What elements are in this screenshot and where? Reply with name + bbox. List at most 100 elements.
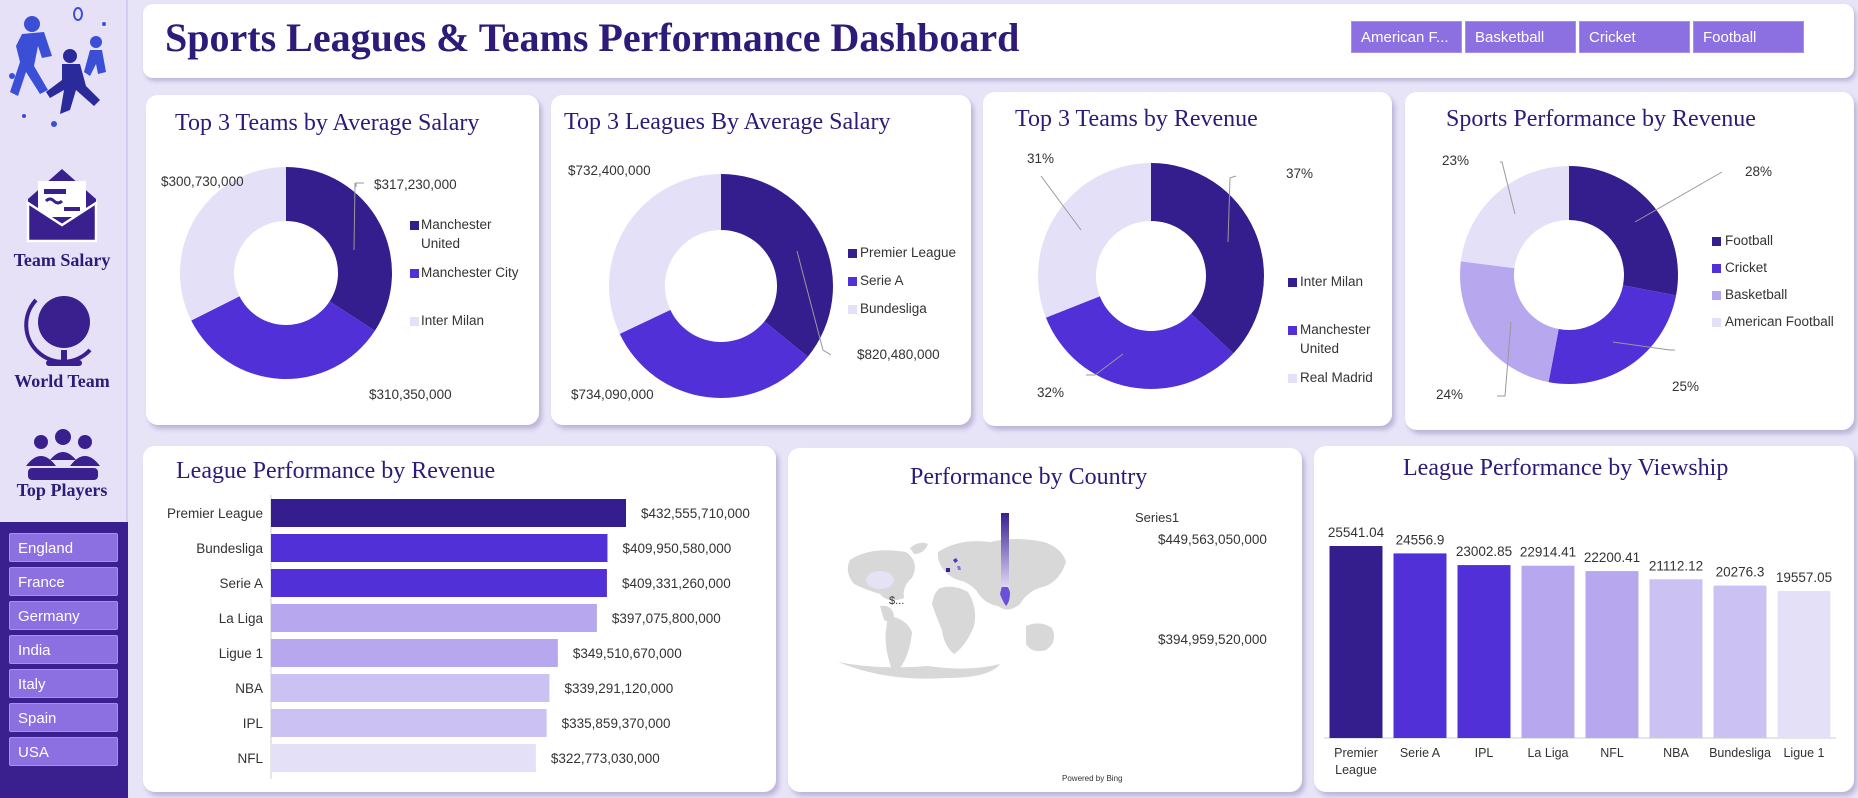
country-slicer-germany[interactable]: Germany bbox=[9, 601, 118, 630]
page-title: Sports Leagues & Teams Performance Dashb… bbox=[165, 15, 1020, 60]
sport-button-basketball[interactable]: Basketball bbox=[1465, 21, 1576, 53]
donut-slice[interactable] bbox=[1151, 163, 1264, 354]
nav-world-team[interactable]: World Team bbox=[14, 371, 110, 391]
category-label: La Liga bbox=[1527, 746, 1568, 760]
legend-swatch bbox=[1712, 318, 1721, 327]
country-slicer-england[interactable]: England bbox=[9, 533, 118, 562]
bar[interactable] bbox=[271, 639, 558, 667]
sport-button-american-football[interactable]: American F... bbox=[1351, 21, 1462, 53]
leader-lines bbox=[353, 182, 364, 251]
category-label: Premier League bbox=[167, 506, 263, 521]
data-label: $310,350,000 bbox=[369, 387, 452, 402]
map-scale-min: $394,959,520,000 bbox=[1158, 632, 1267, 647]
chart-title: Top 3 Teams by Average Salary bbox=[175, 110, 480, 136]
legend-swatch bbox=[410, 269, 419, 278]
envelope-icon[interactable] bbox=[22, 163, 102, 243]
legend-item[interactable]: Basketball bbox=[1725, 287, 1788, 302]
donut-chart-team-revenue bbox=[1038, 163, 1264, 390]
donut-slice[interactable] bbox=[1460, 166, 1569, 269]
legend-item[interactable]: Real Madrid bbox=[1300, 370, 1373, 385]
legend-item[interactable]: Premier League bbox=[860, 245, 957, 260]
category-label: IPL bbox=[1475, 746, 1494, 760]
data-label: 24556.9 bbox=[1396, 532, 1445, 547]
chart-card-league-revenue: League Performance by Revenue Premier Le… bbox=[143, 446, 776, 792]
legend-item[interactable]: Inter Milan bbox=[1300, 274, 1364, 289]
bar[interactable] bbox=[271, 674, 550, 702]
data-label: 28% bbox=[1745, 164, 1773, 179]
data-label: 25541.04 bbox=[1328, 525, 1385, 540]
legend-swatch bbox=[1288, 278, 1297, 287]
bar[interactable] bbox=[271, 569, 607, 597]
legend-item[interactable]: Manchester City bbox=[421, 265, 519, 280]
donut-chart-team-salary bbox=[179, 167, 392, 379]
category-label: Serie A bbox=[219, 576, 263, 591]
bar[interactable] bbox=[1329, 546, 1383, 738]
bar[interactable] bbox=[1585, 571, 1639, 738]
bar[interactable] bbox=[1521, 565, 1575, 738]
world-map[interactable] bbox=[788, 448, 1302, 792]
country-slicer-india[interactable]: India bbox=[9, 635, 118, 664]
legend-item[interactable]: Serie A bbox=[860, 273, 904, 288]
globe-icon[interactable] bbox=[24, 288, 100, 368]
category-label: La Liga bbox=[219, 611, 264, 626]
legend-item[interactable]: Bundesliga bbox=[860, 301, 927, 316]
donut-slice[interactable] bbox=[1548, 285, 1677, 384]
data-label: $409,331,260,000 bbox=[622, 576, 731, 591]
country-slicer-usa[interactable]: USA bbox=[9, 737, 118, 766]
leader-lines bbox=[796, 250, 832, 356]
bar[interactable] bbox=[271, 604, 597, 632]
nav-team-salary[interactable]: Team Salary bbox=[13, 250, 111, 270]
chart-card-country-map: Performance by Country $... Series1 $449… bbox=[788, 448, 1302, 792]
bar[interactable] bbox=[1457, 565, 1511, 738]
legend-item[interactable]: Manchester United bbox=[421, 217, 492, 251]
bar[interactable] bbox=[1393, 553, 1447, 738]
country-slicer-spain[interactable]: Spain bbox=[9, 703, 118, 732]
bar[interactable] bbox=[271, 744, 536, 772]
chart-title: Top 3 Teams by Revenue bbox=[1015, 106, 1258, 132]
legend-item[interactable]: Football bbox=[1725, 233, 1774, 248]
donut-slice[interactable] bbox=[286, 167, 392, 331]
bing-credit: Powered by Bing bbox=[1062, 774, 1123, 783]
category-label: IPL bbox=[243, 716, 264, 731]
bar[interactable] bbox=[1777, 590, 1831, 738]
donut-slice[interactable] bbox=[179, 167, 286, 321]
donut-slice[interactable] bbox=[1038, 163, 1151, 318]
data-label: $734,090,000 bbox=[571, 387, 654, 402]
bar[interactable] bbox=[1713, 585, 1767, 738]
legend-swatch bbox=[1288, 374, 1297, 383]
country-slicer-france[interactable]: France bbox=[9, 567, 118, 596]
legend-item[interactable]: American Football bbox=[1725, 314, 1834, 329]
leader-lines bbox=[1040, 175, 1237, 376]
country-slicer-panel: England France Germany India Italy Spain… bbox=[0, 522, 128, 798]
chart-card-team-revenue: Top 3 Teams by Revenue 37% 32% 31% Inter… bbox=[983, 92, 1392, 426]
donut-slice[interactable] bbox=[609, 174, 721, 334]
data-label: 22200.41 bbox=[1584, 550, 1640, 565]
sport-button-football[interactable]: Football bbox=[1693, 21, 1804, 53]
legend-item[interactable]: Manchester United bbox=[1300, 322, 1371, 356]
bar[interactable] bbox=[271, 534, 608, 562]
chart-title: League Performance by Revenue bbox=[176, 458, 496, 484]
donut-slice[interactable] bbox=[191, 296, 375, 379]
donut-slice[interactable] bbox=[1460, 261, 1559, 383]
category-label: Ligue 1 bbox=[219, 646, 263, 661]
donut-slice[interactable] bbox=[619, 309, 808, 398]
sidebar: Team Salary World Team Top Players Engla… bbox=[0, 0, 128, 798]
data-label: 21112.12 bbox=[1649, 558, 1703, 573]
country-slicer-italy[interactable]: Italy bbox=[9, 669, 118, 698]
bar[interactable] bbox=[271, 709, 547, 737]
donut-slice[interactable] bbox=[1045, 296, 1234, 390]
bar[interactable] bbox=[1649, 579, 1703, 738]
sport-button-cricket[interactable]: Cricket bbox=[1579, 21, 1690, 53]
bar[interactable] bbox=[271, 499, 626, 527]
legend-item[interactable]: Inter Milan bbox=[421, 313, 485, 328]
data-label: $732,400,000 bbox=[568, 163, 651, 178]
donut-slice[interactable] bbox=[1569, 166, 1678, 296]
legend-swatch bbox=[410, 317, 419, 326]
nav-top-players[interactable]: Top Players bbox=[16, 480, 108, 500]
legend-item[interactable]: Cricket bbox=[1725, 260, 1768, 275]
donut-slice[interactable] bbox=[721, 174, 833, 357]
people-icon[interactable] bbox=[26, 428, 100, 482]
data-label: 23% bbox=[1442, 153, 1470, 168]
vbar-chart-league-viewship: 25541.04 Premier League 24556.9 Serie A 23002… bbox=[1324, 525, 1836, 777]
data-label: 19557.05 bbox=[1776, 570, 1832, 585]
